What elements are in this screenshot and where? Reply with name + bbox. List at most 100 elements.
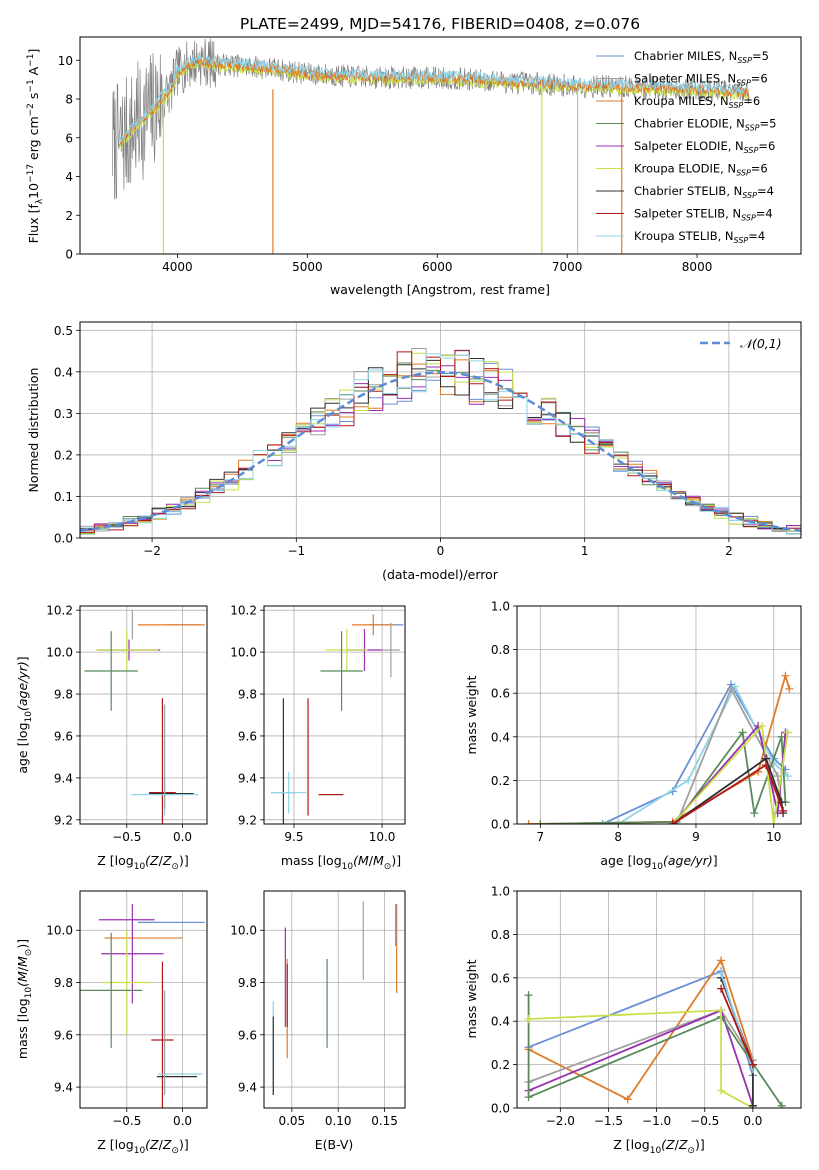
- legend-label-part: =4: [748, 229, 765, 243]
- axes-frame: [79, 36, 802, 255]
- massweight-line: [528, 1009, 754, 1108]
- x-tick-label: −2: [143, 544, 161, 558]
- legend-label-part: Chabrier MILES, N: [634, 49, 737, 63]
- legend-label-part: =6: [758, 139, 775, 153]
- plot-area: [80, 904, 205, 1108]
- label-part: (M: [15, 971, 30, 987]
- y-axis-label: Normed distribution: [26, 368, 41, 493]
- legend-label-part: =6: [751, 162, 768, 176]
- plot-area: [271, 614, 404, 824]
- y-tick-label: 0.1: [54, 490, 73, 504]
- label-sub: 10: [24, 711, 34, 723]
- x-tick-label: −1: [287, 544, 305, 558]
- x-tick-label: 0.15: [371, 1114, 398, 1128]
- plot-area: [112, 38, 750, 254]
- histogram-step-line: [80, 353, 801, 535]
- massweight-marker: [623, 1095, 632, 1104]
- legend-label-part: Kroupa MILES, N: [634, 94, 729, 108]
- y-axis-label: Flux [fλ10−17 erg cm−2 s−1 A−1]: [26, 49, 45, 244]
- x-tick-label: 8: [614, 830, 622, 844]
- massweight-marker: [717, 984, 726, 993]
- label-part: A: [26, 66, 41, 79]
- x-tick-label: 0.0: [743, 1114, 762, 1128]
- massweight-line: [528, 674, 791, 824]
- spectrum-panel: 4000 5000 6000 7000 8000 0 2 4 6 8 10 wavelength [A…: [26, 36, 802, 297]
- x-tick-label: 6000: [422, 260, 453, 274]
- label-part: (M: [353, 853, 369, 868]
- legend-label-part: =6: [751, 72, 768, 86]
- label-part: s: [26, 93, 41, 104]
- label-part: M: [15, 956, 30, 967]
- y-tick-label: 2: [65, 209, 73, 223]
- label-sub: ⊙: [24, 949, 34, 957]
- label-part: Flux [f: [26, 204, 41, 244]
- legend-label-part: Chabrier STELIB, N: [634, 184, 742, 198]
- legend-label: Chabrier ELODIE, NSSP=5: [634, 117, 776, 133]
- y-tick-label: 6: [65, 131, 73, 145]
- legend-label: Kroupa STELIB, NSSP=4: [634, 229, 765, 245]
- residual-histogram-panel: −2 −1 0 1 2 0.0 0.1 0.2 0.3 0.4 0.5 (data-model)/er…: [26, 321, 802, 582]
- massweight-marker: [748, 1060, 757, 1069]
- x-axis-label: E(B-V): [315, 1137, 354, 1152]
- massweight-marker: [536, 820, 545, 824]
- massweight-marker: [785, 684, 794, 693]
- y-tick-label: 0.6: [491, 687, 510, 701]
- x-tick-label: 5000: [292, 260, 323, 274]
- y-tick-label: 9.6: [54, 1028, 73, 1042]
- label-sub: 10: [24, 987, 34, 999]
- legend-label: Salpeter ELODIE, NSSP=6: [634, 139, 775, 155]
- massweight-marker: [717, 956, 726, 965]
- x-axis-label: (data-model)/error: [382, 567, 499, 582]
- legend-label-sub: SSP: [729, 101, 744, 110]
- massweight-marker: [668, 820, 677, 824]
- label-sup: −1: [26, 79, 36, 92]
- legend-label-part: =5: [760, 117, 777, 131]
- label-sub: ⊙: [384, 862, 392, 872]
- legend-label: Kroupa ELODIE, NSSP=6: [634, 162, 768, 178]
- normal-reference-curve: [80, 371, 801, 532]
- histogram-step-line: [80, 349, 801, 533]
- massweight-marker: [614, 820, 623, 824]
- label-part: (Z: [145, 853, 159, 868]
- x-tick-label: 0.0: [173, 1114, 192, 1128]
- legend-label: Kroupa MILES, NSSP=6: [634, 94, 760, 110]
- massweight-line: [528, 970, 754, 1076]
- label-part: /: [369, 853, 374, 868]
- x-tick-label: 4000: [162, 260, 193, 274]
- massweight-marker: [717, 1086, 726, 1095]
- y-tick-label: 0.5: [54, 324, 73, 338]
- y-tick-label: 9.8: [238, 688, 257, 702]
- mass-vs-metallicity-panel: −0.5 0.09.49.69.810.0Z [log10(Z/Z⊙)]mass …: [15, 890, 208, 1156]
- legend-label-part: Salpeter ELODIE, N: [634, 139, 744, 153]
- y-axis-label: mass weight: [464, 959, 479, 1038]
- age-vs-mass-panel: 9.5 10.0 9.2 9.4 9.6 9.8 10.0 10.2 mass [log10(M…: [230, 604, 406, 872]
- massweight-line: [528, 959, 754, 1101]
- massweight-marker: [777, 1101, 786, 1108]
- massweight-marker: [750, 809, 759, 818]
- label-sup: −2: [26, 103, 36, 116]
- axes-frame: [79, 605, 208, 825]
- y-tick-label: 10.0: [46, 924, 73, 938]
- y-tick-label: 0.4: [491, 730, 510, 744]
- x-tick-label: 10: [766, 830, 781, 844]
- label-sub: ⊙: [171, 862, 179, 872]
- label-sub: 10: [134, 862, 146, 872]
- axes-frame: [263, 890, 406, 1109]
- legend-label: Salpeter STELIB, NSSP=4: [634, 207, 773, 223]
- axis-label: mass [log10(M/M⊙)]: [15, 939, 34, 1059]
- label-part: (Z: [661, 1137, 675, 1152]
- y-tick-label: 10.0: [230, 646, 257, 660]
- axes-frame: [516, 890, 802, 1109]
- massweight-marker: [524, 991, 533, 1000]
- massweight-line: [671, 725, 789, 824]
- massweight-line: [527, 995, 783, 1107]
- legend-label-part: =4: [757, 184, 774, 198]
- massweight-marker: [781, 671, 790, 680]
- x-tick-label: 0.10: [325, 1114, 352, 1128]
- plot-area: [84, 610, 205, 824]
- y-tick-label: 9.8: [238, 976, 257, 990]
- legend-label: 𝒩(0,1): [740, 336, 782, 351]
- massweight-marker: [761, 761, 770, 770]
- y-tick-label: 1.0: [491, 885, 510, 899]
- label-part: mass [log: [281, 853, 342, 868]
